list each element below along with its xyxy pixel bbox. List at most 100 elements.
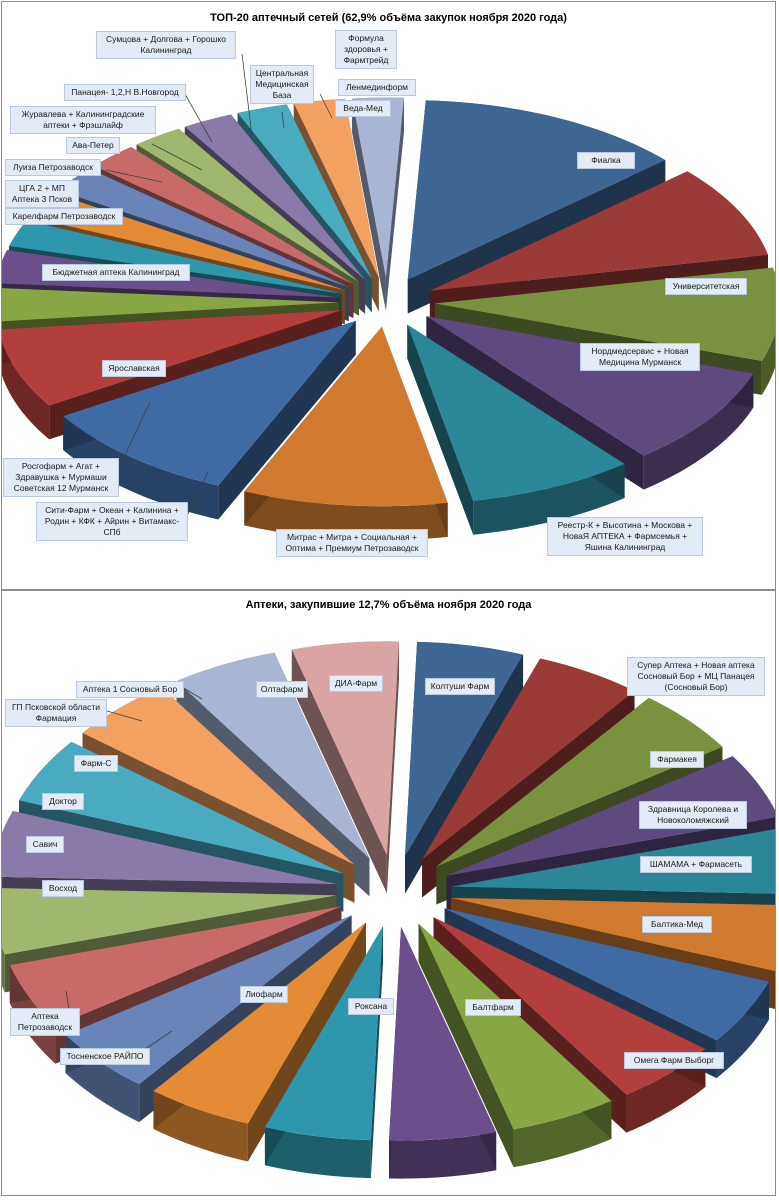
pie-slice-top-17	[82, 687, 355, 865]
pie-slice-top-16	[184, 114, 366, 280]
leader-line-2	[151, 143, 203, 171]
slice-label-lenmedinform: Ленмединформ	[338, 79, 416, 96]
pie-slice-top-15	[2, 810, 338, 885]
pie-slice-top-5	[244, 326, 448, 507]
slice-label-omega-farm: Омега Фарм Выборг	[624, 1052, 724, 1069]
pie-slice-side-5	[775, 905, 776, 1009]
pie-slice-4	[407, 324, 625, 535]
pie-slice-top-11	[9, 220, 342, 294]
slice-label-rosgofarm: Росгофарм + Агат + Здравушка + Мурмаши С…	[3, 458, 119, 497]
slice-label-baltfarm: Балтфарм	[465, 999, 521, 1016]
pie-slice-8	[418, 923, 612, 1168]
slice-label-doktor: Доктор	[42, 793, 84, 810]
slice-label-koltushi-farm: Колтуши Фарм	[425, 678, 495, 695]
pie-slice-side-7	[63, 416, 219, 520]
slice-label-ava-peter: Ава-Петер	[66, 137, 120, 154]
slice-label-apteka-petrozavodsk: Аптека Петрозаводск	[10, 1008, 80, 1036]
pie-slice-19	[291, 641, 399, 894]
slice-label-zhuravleva: Журавлева + Калининградские аптеки + Фрэ…	[10, 106, 156, 134]
slice-label-farmakeya: Фармакея	[650, 751, 704, 768]
slice-label-luiza: Луиза Петрозаводск	[5, 159, 101, 176]
slice-label-savich: Савич	[26, 836, 64, 853]
pie-slice-top-1	[429, 171, 768, 291]
pie-slice-top-19	[352, 97, 404, 278]
pie-slice-top-15	[136, 128, 359, 282]
pie-slice-top-12	[65, 915, 352, 1085]
slice-label-voskhod: Восход	[42, 880, 84, 897]
leader-line-1	[187, 471, 209, 515]
pie-slice-top-4	[407, 324, 625, 501]
slice-label-liofarm: Лиофарм	[240, 986, 288, 1003]
leader-line-2	[106, 710, 143, 722]
slice-label-shamama: ШАМАМА + Фармасеть	[640, 856, 752, 873]
pie-slice-top-18	[176, 652, 370, 859]
pie-slice-side-4	[473, 463, 625, 535]
pie-slice-top-9	[389, 926, 497, 1141]
pie-slice-cut-7-0	[218, 320, 356, 520]
pie-slice-top-8	[418, 923, 612, 1130]
slice-label-baltika-med: Балтика-Мед	[642, 916, 712, 933]
pie-slice-top-10	[264, 926, 383, 1141]
slice-label-tsentralnaya: Центральная Медицинская База	[250, 65, 314, 104]
slice-label-roksana: Роксана	[348, 998, 394, 1015]
slice-label-karelfarm: Карелфарм Петрозаводск	[5, 208, 123, 225]
slice-label-gp-pskov: ГП Псковской области Фармация	[5, 699, 107, 727]
leader-line-3	[105, 169, 163, 183]
pie-slice-side-9	[389, 1132, 497, 1179]
leader-line-0	[118, 401, 151, 469]
slice-label-reestr: Реестр-К + Высотина + Москова + НоваЯ АП…	[547, 517, 703, 556]
pie-slice-top-4	[451, 829, 775, 894]
slice-label-nordmedservis: Нордмедсервис + Новая Медицина Мурманск	[580, 343, 700, 371]
leader-line-3	[181, 686, 203, 700]
pie-slice-10	[264, 926, 383, 1179]
pie-slice-top-8	[2, 310, 342, 406]
pie-slice-top-11	[153, 922, 366, 1124]
pie-slice-top-0	[405, 641, 524, 856]
pie-slice-7	[63, 320, 356, 520]
slice-label-siti-farm: Сити-Фарм + Океан + Калинина + Родин + К…	[36, 502, 188, 541]
pie-slice-top-13	[9, 906, 342, 1026]
pie-slice-top-2	[436, 697, 723, 867]
leader-line-4	[184, 93, 213, 143]
pie-slice-top-17	[237, 104, 372, 279]
pie-slice-side-3	[643, 373, 754, 490]
pie-slice-side-10	[264, 1127, 371, 1179]
pie-slice-top-6	[444, 908, 769, 1041]
slice-label-tsga: ЦГА 2 + МП Аптека 3 Псков	[5, 180, 79, 208]
pie-slice-top-3	[446, 756, 775, 876]
pie-slice-top-1	[422, 658, 635, 860]
pie-slice-cut-10-0	[370, 926, 383, 1179]
pie-slice-top-0	[407, 100, 666, 280]
leader-line-5	[241, 53, 253, 137]
pie-slice-top-3	[426, 316, 754, 456]
leader-line-7	[319, 93, 333, 119]
slice-label-formula: Формула здоровья + Фармтрейд	[335, 30, 397, 69]
pie-slice-cut-19-0	[352, 98, 386, 312]
pie-slice-cut-8-1	[418, 923, 514, 1168]
pie-slice-0	[405, 641, 524, 894]
chart-top-panel: ТОП-20 аптечный сетей (62,9% объёма заку…	[1, 1, 776, 590]
pie-slice-top-13	[58, 168, 349, 287]
slice-label-yaroslavskaya: Ярославская	[102, 360, 166, 377]
slice-label-zdravnitsa: Здравница Королева и Новоколомяжский	[639, 801, 747, 829]
slice-label-dia-farm: ДИА-Фарм	[329, 675, 383, 692]
slice-label-apteka-1: Аптека 1 Сосновый Бор	[76, 681, 184, 698]
pie-slice-cut-4-1	[407, 324, 474, 535]
pie-slice-side-14	[2, 947, 5, 993]
slice-label-farm-s: Фарм-С	[74, 755, 118, 772]
pie-slice-top-14	[2, 888, 337, 955]
pie-slice-top-18	[293, 98, 379, 278]
pie-slice-cut-19-0	[291, 649, 387, 894]
pie-chart-bottom	[2, 641, 776, 1179]
pie-slice-side-8	[513, 1100, 612, 1168]
pie-slice-top-9	[2, 288, 340, 322]
chart-title-bottom: Аптеки, закупившие 12,7% объёма ноября 2…	[245, 599, 532, 611]
pie-slice-cut-19-1	[386, 641, 399, 894]
chart-title-top: ТОП-20 аптечный сетей (62,9% объёма заку…	[210, 12, 567, 24]
slice-label-panatseya: Панацея- 1,2,Н В.Новгород	[64, 84, 186, 101]
pie-slice-side-8	[2, 341, 50, 440]
pie-slice-top-19	[291, 641, 399, 856]
chart-bottom-panel: Аптеки, закупившие 12,7% объёма ноября 2…	[1, 590, 776, 1196]
pie-slice-cut-0-1	[405, 654, 524, 894]
slice-label-sumtsova: Сумцова + Долгова + Горошко Калининград	[96, 31, 236, 59]
